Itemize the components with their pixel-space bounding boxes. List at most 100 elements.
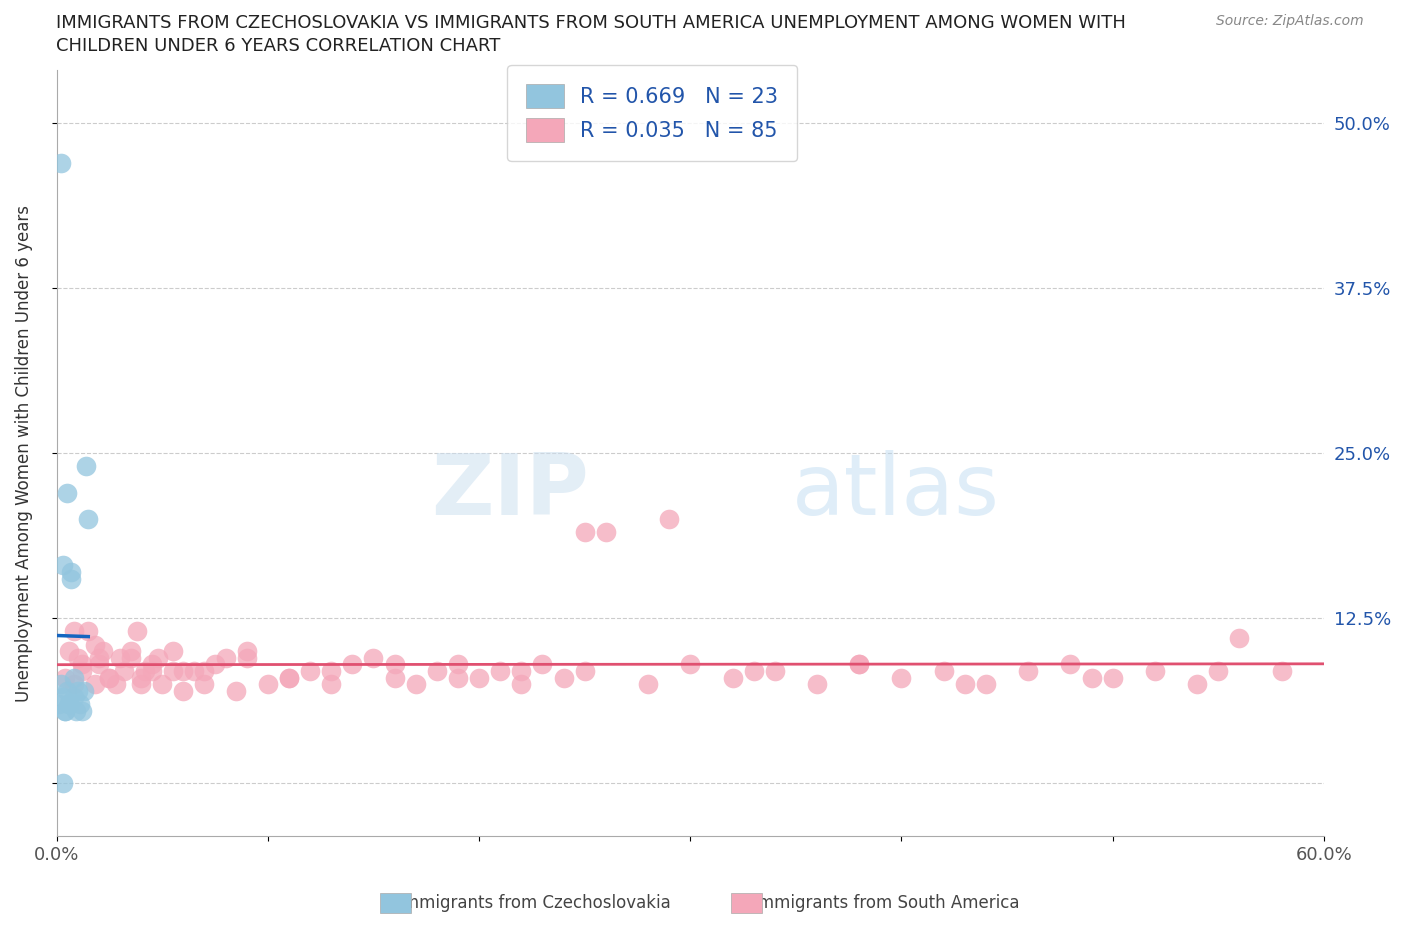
Text: Source: ZipAtlas.com: Source: ZipAtlas.com	[1216, 14, 1364, 28]
Point	[531, 657, 554, 671]
Point	[60, 565, 83, 579]
Point	[162, 644, 184, 658]
Point	[447, 657, 470, 671]
Point	[1080, 671, 1102, 685]
Point	[235, 650, 257, 665]
Point	[848, 657, 870, 671]
Point	[890, 671, 912, 685]
Point	[77, 512, 100, 526]
Point	[62, 624, 84, 639]
Point	[77, 624, 100, 639]
Point	[134, 664, 156, 679]
Point	[53, 703, 76, 718]
Point	[91, 644, 114, 658]
Point	[65, 703, 87, 718]
Point	[66, 650, 89, 665]
Point	[56, 485, 79, 500]
Point	[489, 664, 512, 679]
Point	[75, 458, 97, 473]
Point	[112, 664, 135, 679]
Point	[66, 684, 89, 698]
Point	[342, 657, 364, 671]
Point	[1059, 657, 1081, 671]
Point	[120, 644, 142, 658]
Point	[49, 677, 72, 692]
Text: Immigrants from Czechoslovakia: Immigrants from Czechoslovakia	[398, 894, 671, 912]
Point	[721, 671, 744, 685]
Point	[193, 664, 215, 679]
Point	[278, 671, 301, 685]
Point	[98, 671, 121, 685]
Text: ZIP: ZIP	[432, 450, 589, 533]
Point	[574, 664, 596, 679]
Point	[69, 697, 91, 711]
Point	[848, 657, 870, 671]
Point	[62, 671, 84, 685]
Point	[1143, 664, 1166, 679]
Point	[256, 677, 278, 692]
Point	[363, 650, 385, 665]
Point	[553, 671, 575, 685]
Point	[83, 677, 105, 692]
Point	[146, 650, 169, 665]
Point	[1185, 677, 1208, 692]
Point	[384, 671, 406, 685]
Point	[447, 671, 470, 685]
Point	[70, 664, 93, 679]
Point	[426, 664, 449, 679]
Point	[87, 657, 110, 671]
Point	[49, 155, 72, 170]
Text: atlas: atlas	[792, 450, 1000, 533]
Point	[278, 671, 301, 685]
Point	[225, 684, 247, 698]
Point	[321, 677, 343, 692]
Text: IMMIGRANTS FROM CZECHOSLOVAKIA VS IMMIGRANTS FROM SOUTH AMERICA UNEMPLOYMENT AMO: IMMIGRANTS FROM CZECHOSLOVAKIA VS IMMIGR…	[56, 14, 1126, 32]
Point	[70, 657, 93, 671]
Point	[83, 637, 105, 652]
Point	[58, 697, 80, 711]
Point	[658, 512, 681, 526]
Point	[193, 677, 215, 692]
Point	[52, 776, 75, 790]
Point	[1017, 664, 1039, 679]
Point	[52, 690, 75, 705]
Point	[129, 671, 152, 685]
Point	[574, 525, 596, 539]
Point	[58, 644, 80, 658]
Point	[679, 657, 702, 671]
Legend: R = 0.669   N = 23, R = 0.035   N = 85: R = 0.669 N = 23, R = 0.035 N = 85	[508, 65, 797, 161]
Point	[125, 624, 148, 639]
Point	[129, 677, 152, 692]
Point	[108, 650, 131, 665]
Text: Immigrants from South America: Immigrants from South America	[752, 894, 1019, 912]
Point	[405, 677, 427, 692]
Point	[120, 650, 142, 665]
Point	[637, 677, 659, 692]
Point	[595, 525, 617, 539]
Point	[742, 664, 765, 679]
Point	[56, 684, 79, 698]
Point	[62, 677, 84, 692]
Point	[141, 664, 163, 679]
Point	[53, 703, 76, 718]
Point	[62, 690, 84, 705]
Text: CHILDREN UNDER 6 YEARS CORRELATION CHART: CHILDREN UNDER 6 YEARS CORRELATION CHART	[56, 37, 501, 55]
Point	[162, 664, 184, 679]
Point	[763, 664, 786, 679]
Point	[172, 664, 194, 679]
Point	[172, 684, 194, 698]
Point	[48, 697, 70, 711]
Point	[806, 677, 828, 692]
Point	[932, 664, 955, 679]
Point	[98, 671, 121, 685]
Point	[183, 664, 205, 679]
Point	[235, 644, 257, 658]
Point	[321, 664, 343, 679]
Point	[299, 664, 322, 679]
Point	[141, 657, 163, 671]
Point	[204, 657, 226, 671]
Point	[1271, 664, 1294, 679]
Point	[1101, 671, 1123, 685]
Point	[384, 657, 406, 671]
Point	[1206, 664, 1229, 679]
